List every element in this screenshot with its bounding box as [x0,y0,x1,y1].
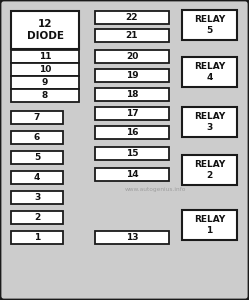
FancyBboxPatch shape [182,155,237,185]
Text: 8: 8 [42,91,48,100]
FancyBboxPatch shape [182,57,237,87]
Text: 1: 1 [34,233,40,242]
Text: 20: 20 [126,52,138,61]
Text: 10: 10 [39,65,51,74]
FancyBboxPatch shape [182,107,237,137]
FancyBboxPatch shape [11,171,63,184]
Text: 16: 16 [126,128,138,137]
FancyBboxPatch shape [95,168,169,181]
FancyBboxPatch shape [11,76,79,89]
Text: 7: 7 [34,113,40,122]
FancyBboxPatch shape [11,63,79,76]
FancyBboxPatch shape [95,88,169,101]
Text: 14: 14 [126,170,138,179]
Text: 18: 18 [126,90,138,99]
FancyBboxPatch shape [11,151,63,164]
Text: RELAY
4: RELAY 4 [194,62,225,82]
Text: RELAY
3: RELAY 3 [194,112,225,131]
FancyBboxPatch shape [95,11,169,24]
Text: www.autogenius.info: www.autogenius.info [124,188,186,193]
Text: RELAY
1: RELAY 1 [194,215,225,235]
FancyBboxPatch shape [95,147,169,160]
FancyBboxPatch shape [182,10,237,40]
FancyBboxPatch shape [95,126,169,139]
Text: 5: 5 [34,153,40,162]
FancyBboxPatch shape [182,210,237,240]
Text: RELAY
2: RELAY 2 [194,160,225,179]
Text: 2: 2 [34,213,40,222]
Text: 21: 21 [126,31,138,40]
FancyBboxPatch shape [95,50,169,63]
Text: RELAY
5: RELAY 5 [194,16,225,34]
Text: 6: 6 [34,133,40,142]
Text: 3: 3 [34,193,40,202]
FancyBboxPatch shape [11,131,63,144]
FancyBboxPatch shape [11,89,79,102]
FancyBboxPatch shape [11,211,63,224]
FancyBboxPatch shape [11,50,79,63]
Text: 13: 13 [126,233,138,242]
FancyBboxPatch shape [11,191,63,204]
Text: 4: 4 [34,173,40,182]
Text: 9: 9 [42,78,48,87]
FancyBboxPatch shape [95,29,169,42]
FancyBboxPatch shape [95,69,169,82]
FancyBboxPatch shape [11,111,63,124]
Text: 12
DIODE: 12 DIODE [26,20,63,40]
FancyBboxPatch shape [11,11,79,49]
FancyBboxPatch shape [95,231,169,244]
FancyBboxPatch shape [11,231,63,244]
Text: 15: 15 [126,149,138,158]
Text: 19: 19 [126,71,138,80]
Text: 17: 17 [126,109,138,118]
FancyBboxPatch shape [95,107,169,120]
Text: 22: 22 [126,13,138,22]
Text: 11: 11 [39,52,51,61]
